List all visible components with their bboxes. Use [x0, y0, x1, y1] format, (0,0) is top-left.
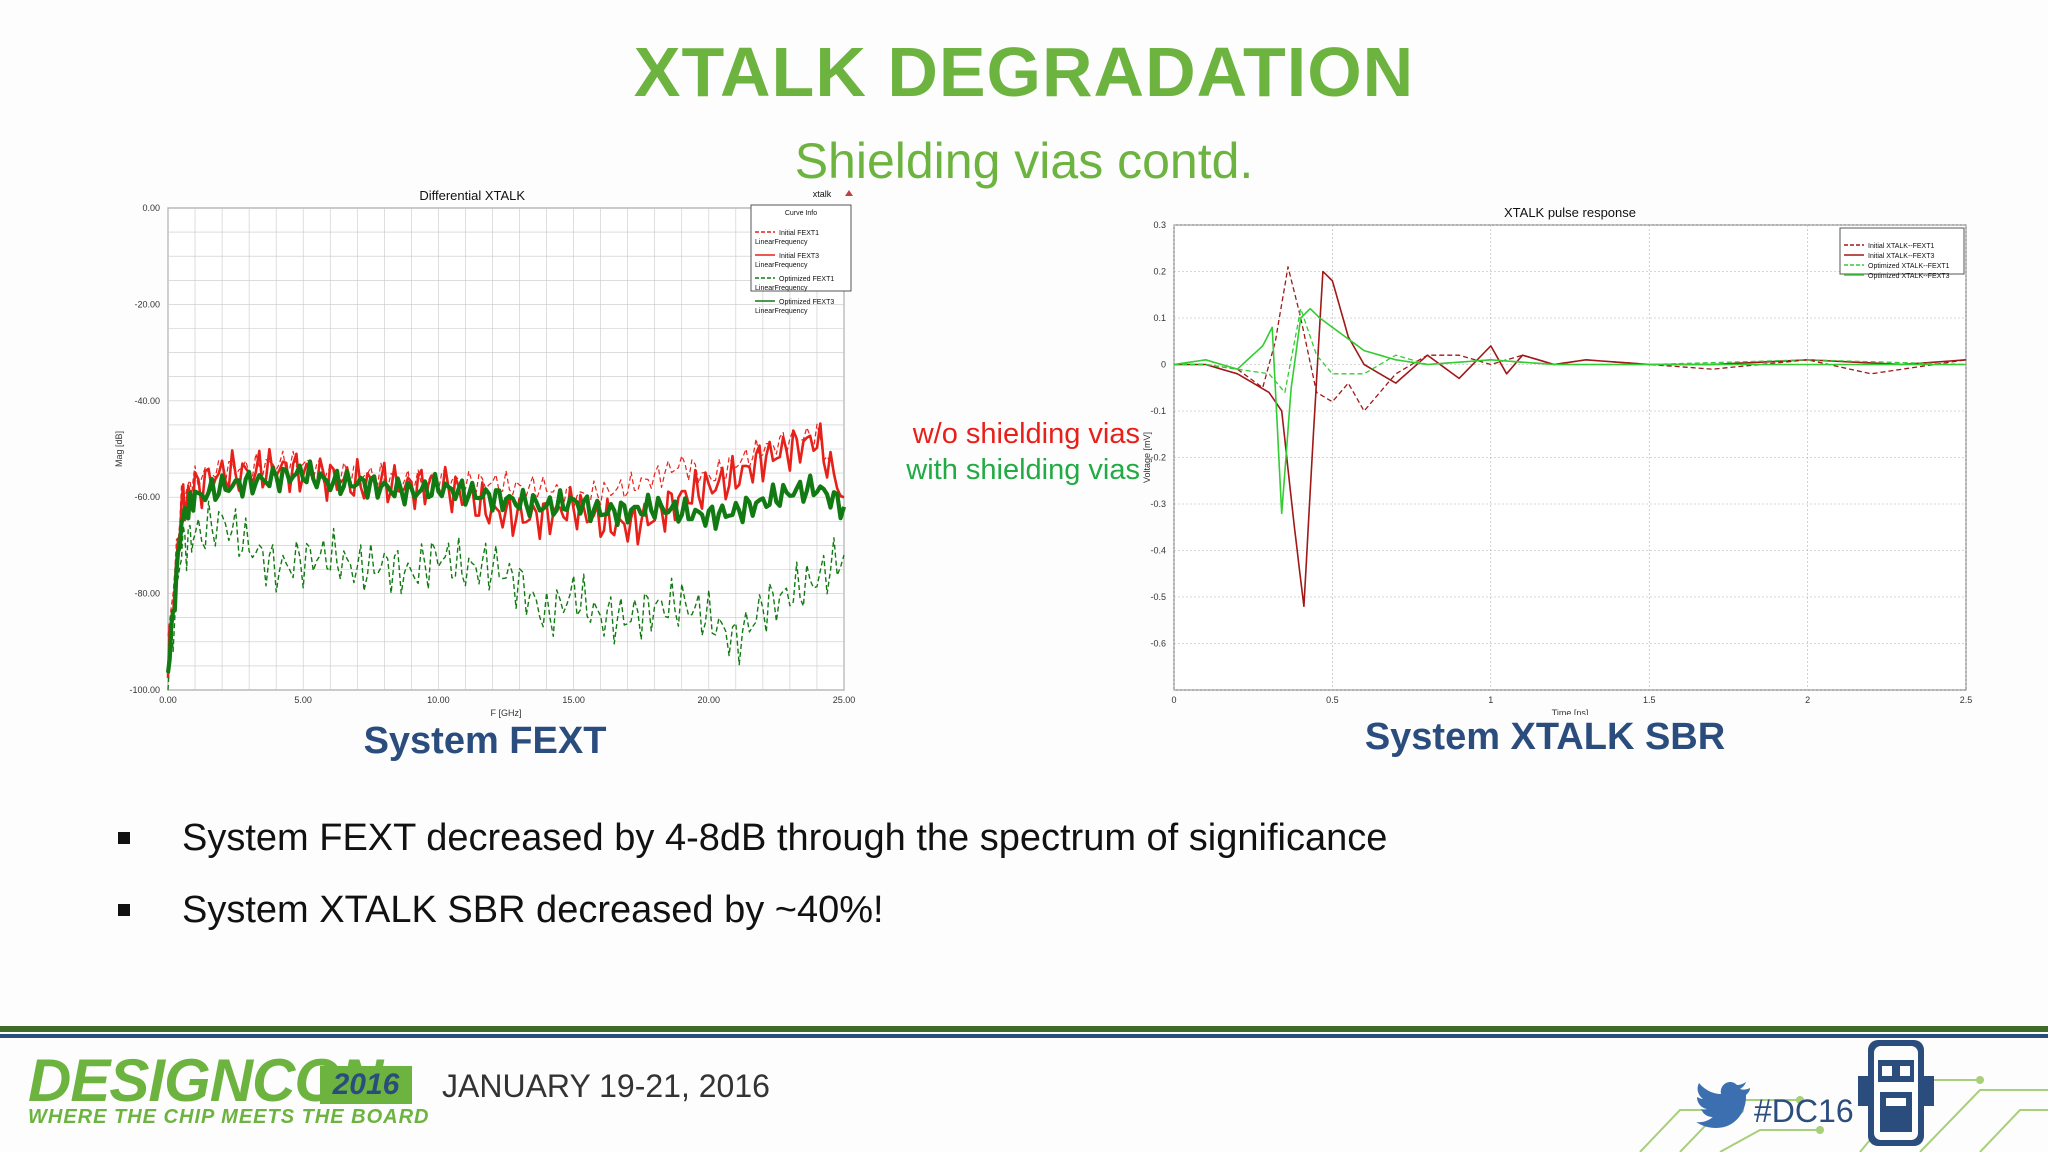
y-tick-label: 0.2	[1153, 267, 1166, 277]
x-tick-label: 2	[1805, 695, 1810, 705]
x-tick-label: 5.00	[294, 695, 312, 705]
legend-entry: Initial FEXT1	[779, 230, 819, 237]
legend-box	[1839, 227, 1965, 275]
chart-title: Differential XTALK	[419, 188, 525, 203]
bullet-square-icon	[118, 904, 130, 916]
y-axis-label: Voltage [mV]	[1142, 432, 1152, 483]
legend-entry-sub: LinearFrequency	[755, 262, 808, 269]
triangle-icon	[845, 190, 853, 196]
y-tick-label: -0.3	[1150, 499, 1166, 509]
x-tick-label: 0	[1171, 695, 1176, 705]
chart-corner-label: xtalk	[813, 189, 832, 199]
legend-box	[750, 204, 852, 292]
robot-mascot-icon	[1858, 1040, 1934, 1146]
legend-entry: Initial FEXT3	[779, 253, 819, 260]
y-tick-label: -0.5	[1150, 592, 1166, 602]
x-tick-label: 10.00	[427, 695, 450, 705]
x-axis-label: Time [ns]	[1552, 708, 1589, 715]
x-tick-label: 25.00	[833, 695, 856, 705]
fext-chart: 0.00 5.00 10.00 15.00 20.00 25.00 0.00 -20.00 -4…	[114, 188, 856, 718]
bullet-list: System FEXT decreased by 4-8dB through t…	[118, 812, 1387, 956]
logo-year-badge: 2016	[320, 1066, 412, 1104]
y-tick-label: 0	[1161, 360, 1166, 370]
bullet-square-icon	[118, 832, 130, 844]
y-tick-label: -100.00	[129, 685, 160, 695]
chart-title: XTALK pulse response	[1504, 205, 1636, 220]
annotation-with-shielding: with shielding vias	[906, 454, 1140, 486]
slide-title: XTALK DEGRADATION	[633, 33, 1415, 111]
x-tick-label: 2.5	[1960, 695, 1973, 705]
series-line	[167, 500, 845, 691]
footer-divider	[0, 1026, 2048, 1032]
bullet-text: System FEXT decreased by 4-8dB through t…	[182, 817, 1388, 859]
slide-subtitle: Shielding vias contd.	[794, 133, 1254, 189]
x-axis-label: F [GHz]	[491, 708, 522, 718]
x-tick-label: 0.5	[1326, 695, 1339, 705]
series-line	[1173, 307, 1966, 515]
caption-system-xtalk-sbr: System XTALK SBR	[1364, 716, 1726, 758]
caption-system-fext: System FEXT	[363, 720, 607, 762]
bullet-item: System XTALK SBR decreased by ~40%!	[118, 884, 1387, 956]
x-tick-label: 1	[1488, 695, 1493, 705]
hashtag: #DC16	[1754, 1093, 1854, 1129]
legend-entry-sub: LinearFrequency	[755, 285, 808, 292]
y-tick-label: -40.00	[134, 396, 160, 406]
event-date: JANUARY 19-21, 2016	[442, 1068, 770, 1104]
legend-entry: Initial XTALK--FEXT3	[1868, 253, 1934, 260]
x-tick-label: 1.5	[1643, 695, 1656, 705]
twitter-bird-icon	[1696, 1082, 1750, 1128]
legend-entry: Optimized XTALK--FEXT3	[1868, 273, 1950, 280]
legend-title: Curve Info	[785, 210, 817, 217]
y-tick-label: -60.00	[134, 492, 160, 502]
y-tick-label: -0.1	[1150, 406, 1166, 416]
y-tick-label: 0.00	[142, 203, 160, 213]
y-tick-label: 0.1	[1153, 313, 1166, 323]
y-tick-label: 0.3	[1153, 220, 1166, 230]
x-tick-label: 0.00	[159, 695, 177, 705]
series-line	[165, 459, 847, 674]
logo-tagline: WHERE THE CHIP MEETS THE BOARD	[28, 1106, 430, 1128]
bullet-item: System FEXT decreased by 4-8dB through t…	[118, 812, 1387, 884]
y-tick-label: -20.00	[134, 299, 160, 309]
y-tick-label: -80.00	[134, 589, 160, 599]
legend-entry: Optimized FEXT1	[779, 276, 834, 283]
series-line	[1174, 266, 1967, 412]
legend-entry-sub: LinearFrequency	[755, 239, 808, 246]
annotation-without-shielding: w/o shielding vias	[912, 418, 1140, 450]
y-axis-label: Mag [dB]	[114, 431, 124, 467]
x-tick-label: 20.00	[698, 695, 721, 705]
y-tick-label: -0.2	[1150, 453, 1166, 463]
y-tick-label: -0.4	[1150, 546, 1166, 556]
sbr-chart: 0 0.5 1 1.5 2 2.5 0.3 0.2 0.1 0 -0.1 -0.2 -0.3 -0.4 -0…	[1142, 205, 1973, 715]
footer-divider-secondary	[0, 1034, 2048, 1038]
legend-entry: Optimized FEXT3	[779, 299, 834, 306]
bullet-text: System XTALK SBR decreased by ~40%!	[182, 889, 884, 931]
legend-entry: Optimized XTALK--FEXT1	[1868, 263, 1950, 270]
legend-entry-sub: LinearFrequency	[755, 308, 808, 315]
legend-entry: Initial XTALK--FEXT1	[1868, 243, 1934, 250]
x-tick-label: 15.00	[562, 695, 585, 705]
y-tick-label: -0.6	[1150, 639, 1166, 649]
